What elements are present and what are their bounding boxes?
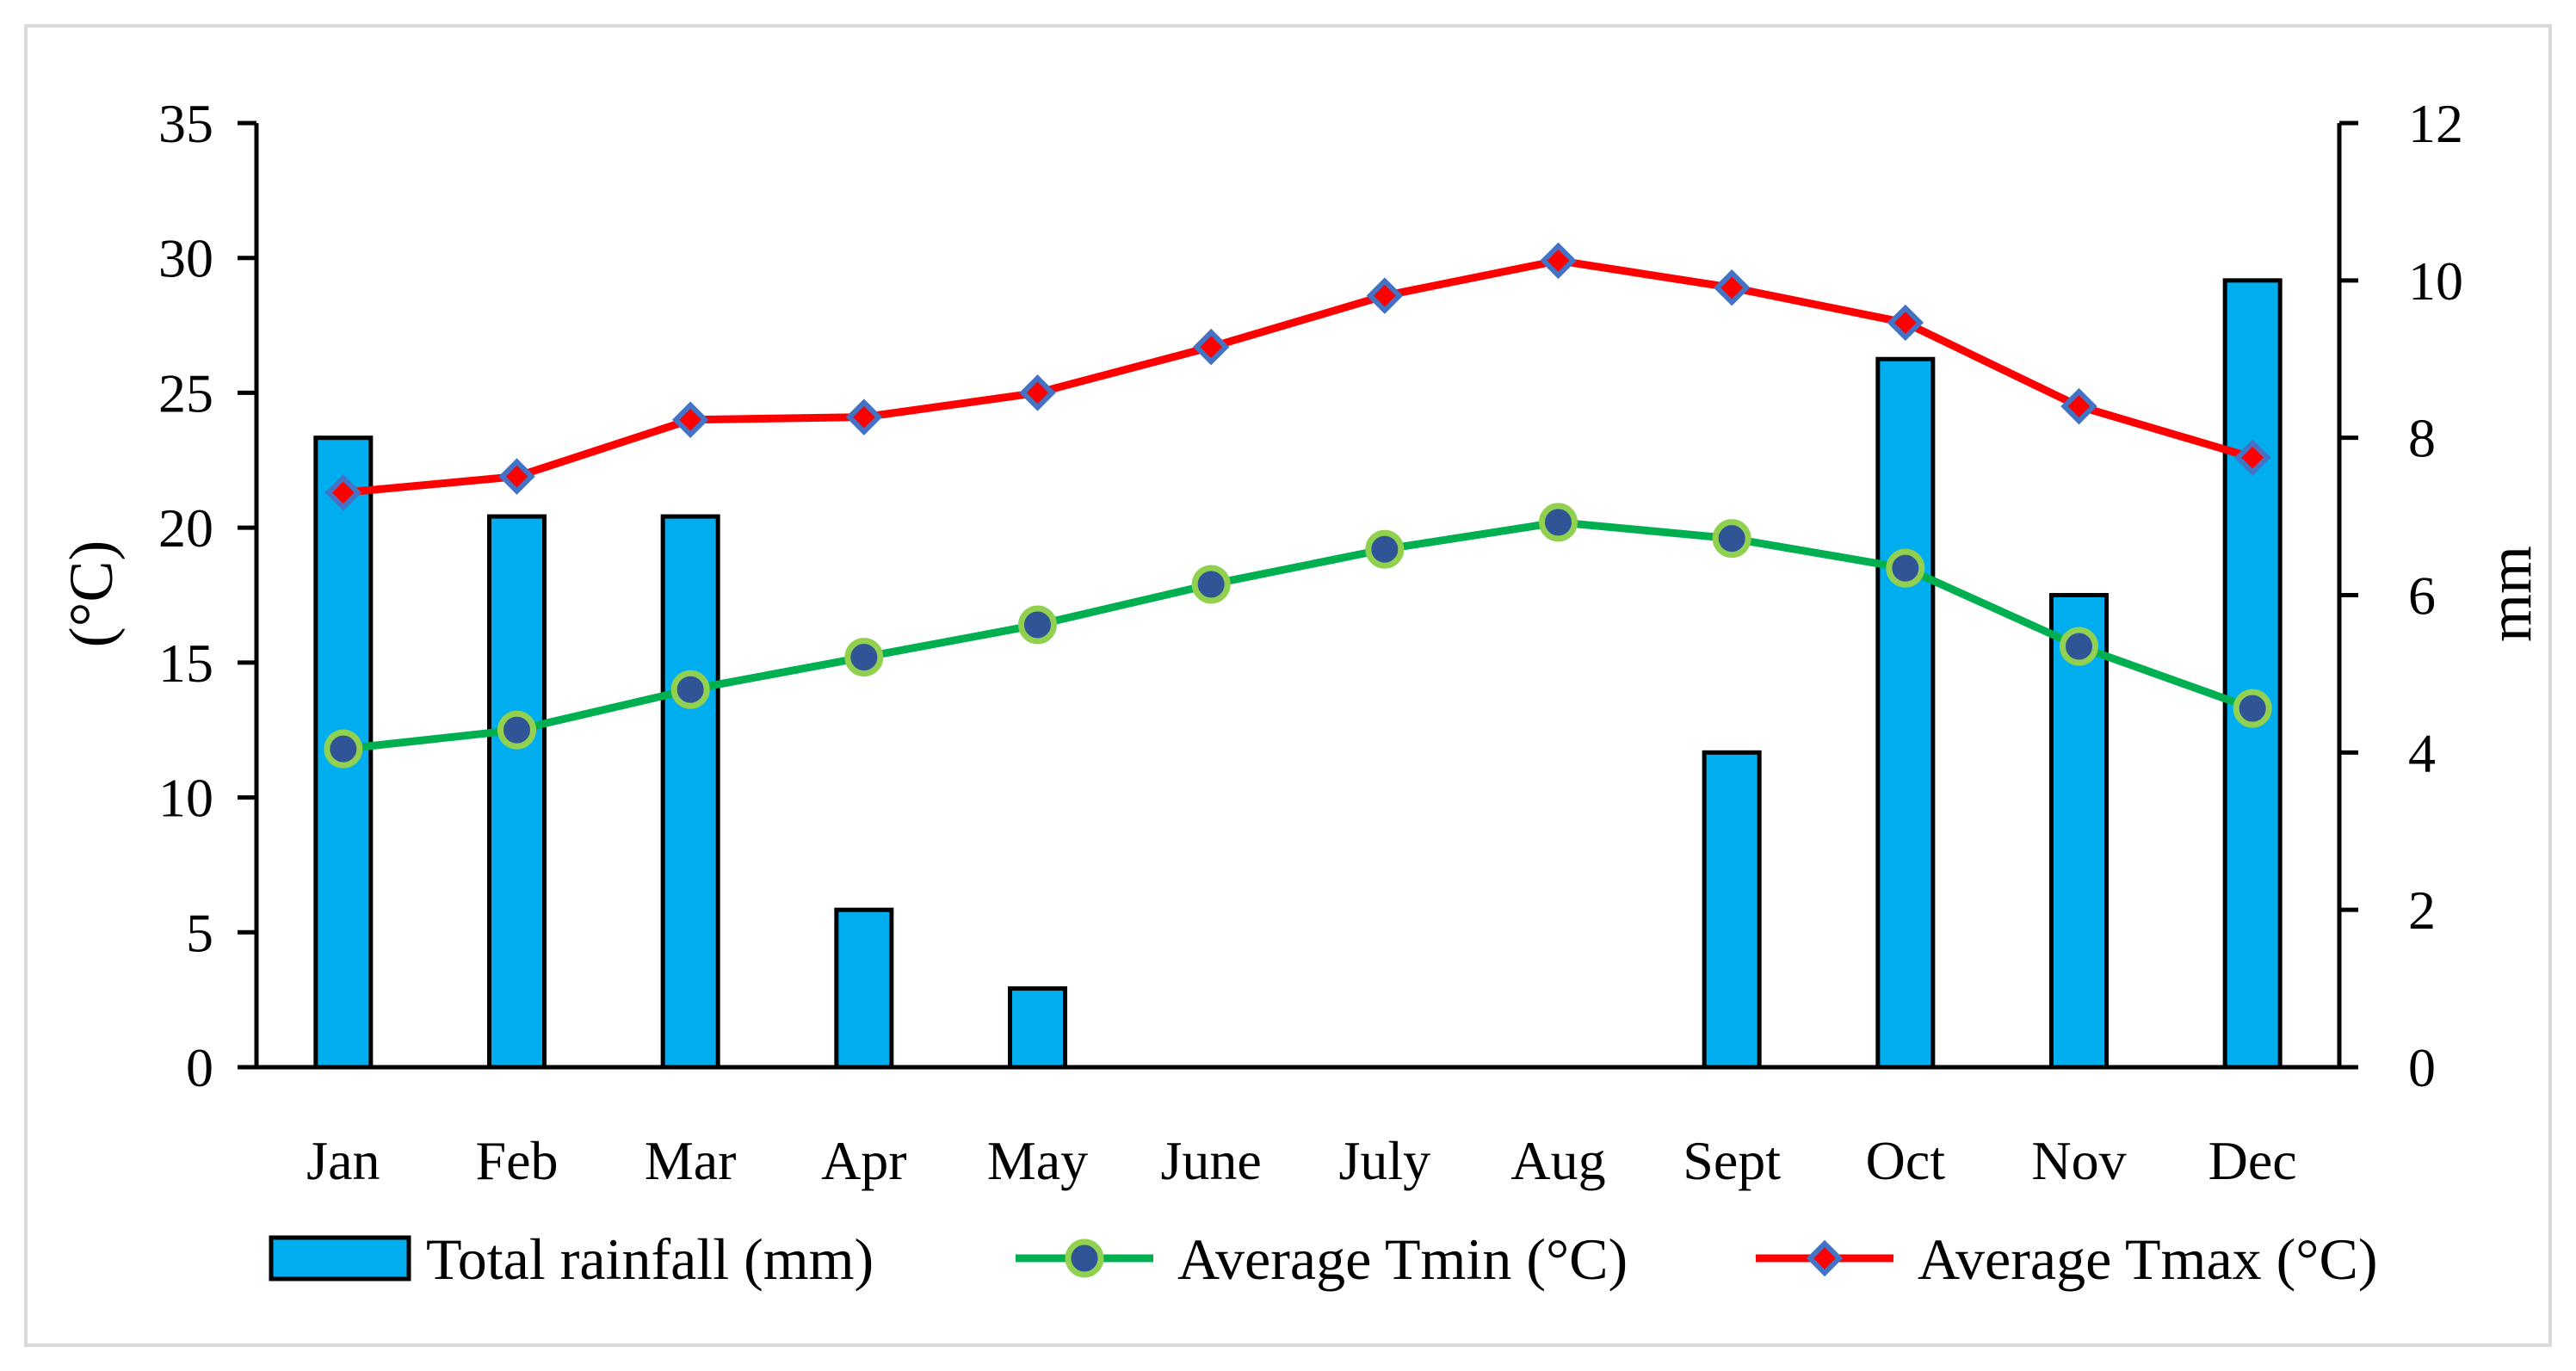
legend-tmin-marker xyxy=(1065,1238,1104,1278)
left-tick-label: 15 xyxy=(158,633,213,694)
tmax-point-oct xyxy=(1887,304,1924,342)
axis-labels: 0 5 10 15 20 25 30 35 0 2 4 6 8 10 12 Jan Feb Mar Apr May Ju… xyxy=(57,93,2544,1191)
rainfall-bar-oct xyxy=(1875,356,1936,1070)
x-tick-label: May xyxy=(987,1130,1088,1191)
tmin-point-sept xyxy=(1712,519,1751,559)
x-tick-label: Feb xyxy=(476,1130,559,1191)
legend-rainfall-swatch xyxy=(269,1235,411,1281)
tmax-point-feb xyxy=(498,458,535,495)
tmin-point-aug xyxy=(1539,503,1578,542)
x-tick-label: Dec xyxy=(2208,1130,2297,1191)
left-tick-label: 10 xyxy=(158,768,213,829)
tmin-point-nov xyxy=(2060,627,2098,666)
left-axis-title: (°C) xyxy=(57,540,126,648)
tmax-point-july xyxy=(1366,277,1404,314)
x-tick-label: Nov xyxy=(2031,1130,2126,1191)
tmax-point-may xyxy=(1019,374,1056,411)
left-tick-label: 25 xyxy=(158,362,213,423)
x-tick-label: Jan xyxy=(306,1130,380,1191)
right-tick-label: 0 xyxy=(2408,1037,2436,1098)
tmin-point-june xyxy=(1191,565,1231,604)
x-tick-label: July xyxy=(1338,1130,1430,1191)
right-tick-label: 10 xyxy=(2408,250,2463,312)
right-axis-title: mm xyxy=(2475,546,2544,642)
x-tick-label: Aug xyxy=(1510,1130,1605,1191)
x-tick-label: Sept xyxy=(1683,1130,1781,1191)
tmax-point-sept xyxy=(1713,269,1751,306)
legend-tmax-marker xyxy=(1806,1239,1844,1277)
temperature-lines xyxy=(324,242,2272,769)
tmin-point-apr xyxy=(844,638,884,677)
left-tick-label: 30 xyxy=(158,228,213,289)
right-tick-label: 6 xyxy=(2408,565,2436,627)
left-tick-label: 35 xyxy=(158,93,213,154)
right-tick-label: 2 xyxy=(2408,880,2436,941)
rainfall-bar-mar xyxy=(660,514,720,1070)
axes xyxy=(238,120,2358,1070)
right-tick-label: 8 xyxy=(2408,408,2436,469)
rainfall-bar-nov xyxy=(2049,593,2109,1070)
tmax-point-mar xyxy=(671,401,709,439)
tmax-point-aug xyxy=(1540,242,1577,280)
rainfall-bar-may xyxy=(1008,986,1067,1070)
tmin-point-dec xyxy=(2233,689,2272,728)
x-tick-label: June xyxy=(1161,1130,1262,1191)
chart-border xyxy=(24,24,2552,1347)
right-tick-label: 12 xyxy=(2408,93,2463,154)
tmin-line xyxy=(339,518,2257,753)
tmin-point-mar xyxy=(670,670,710,709)
tmin-point-july xyxy=(1365,529,1405,569)
legend: Total rainfall (mm) Average Tmin (°C) Aver… xyxy=(269,1226,2377,1292)
rainfall-bar-feb xyxy=(487,514,547,1070)
left-tick-label: 0 xyxy=(186,1037,213,1098)
rainfall-bar-sept xyxy=(1702,750,1762,1070)
tmin-point-feb xyxy=(497,710,536,750)
tmax-point-apr xyxy=(845,398,883,435)
tmax-point-nov xyxy=(2060,387,2097,425)
right-tick-label: 4 xyxy=(2408,722,2436,783)
tmax-line xyxy=(339,256,2257,497)
legend-tmax-label: Average Tmax (°C) xyxy=(1918,1226,2377,1292)
legend-tmin-label: Average Tmin (°C) xyxy=(1177,1226,1628,1292)
left-tick-label: 5 xyxy=(186,902,213,963)
tmin-point-oct xyxy=(1886,548,1925,588)
tmax-point-jan xyxy=(324,474,362,511)
tmax-point-june xyxy=(1192,328,1230,366)
tmin-point-jan xyxy=(324,729,363,769)
x-tick-label: Oct xyxy=(1866,1130,1946,1191)
x-tick-label: Mar xyxy=(645,1130,737,1191)
rainfall-bar-dec xyxy=(2222,278,2283,1070)
left-tick-label: 20 xyxy=(158,497,213,559)
x-tick-label: Apr xyxy=(821,1130,907,1191)
tmax-point-dec xyxy=(2233,439,2271,476)
tmin-point-may xyxy=(1018,605,1057,645)
rainfall-bar-apr xyxy=(834,907,894,1070)
legend-rainfall-label: Total rainfall (mm) xyxy=(426,1226,874,1292)
